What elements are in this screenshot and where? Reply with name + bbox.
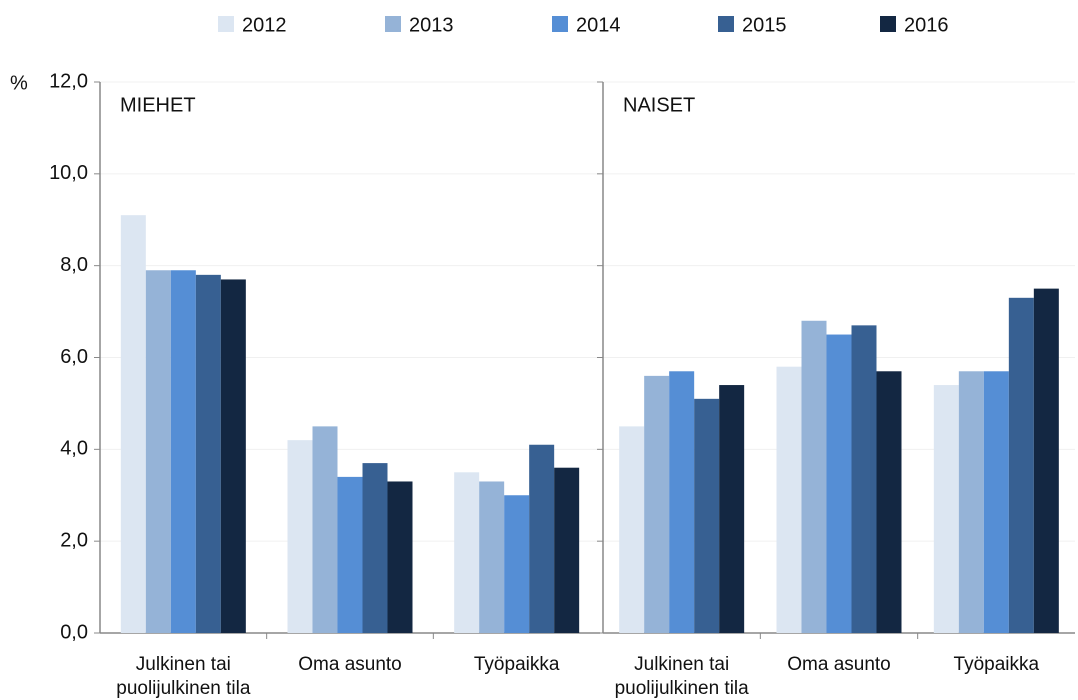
bar	[145, 270, 171, 633]
bar	[1008, 297, 1034, 633]
y-axis-label: %	[10, 72, 28, 94]
bar	[719, 385, 745, 633]
bar	[120, 215, 146, 634]
bar	[876, 371, 902, 633]
bar	[933, 385, 959, 633]
legend-swatch	[385, 16, 401, 32]
legend-label: 2013	[409, 14, 454, 36]
x-tick-label: Työpaikka	[473, 654, 560, 675]
y-tick-label: 12,0	[49, 70, 88, 92]
y-tick-label: 2,0	[60, 529, 88, 551]
x-tick-label: Oma asunto	[298, 654, 402, 675]
x-tick-label: Oma asunto	[787, 654, 891, 675]
bar	[170, 270, 196, 633]
bar	[554, 467, 580, 633]
bar	[694, 398, 720, 633]
y-tick-label: 6,0	[60, 346, 88, 368]
y-tick-label: 4,0	[60, 438, 88, 460]
bar	[983, 371, 1009, 633]
bar	[504, 495, 530, 633]
bar	[644, 375, 670, 633]
legend-label: 2014	[576, 14, 621, 36]
bar	[312, 426, 338, 633]
y-tick-label: 8,0	[60, 254, 88, 276]
bar	[776, 366, 802, 633]
legend-swatch	[718, 16, 734, 32]
bar	[619, 426, 645, 633]
bar	[801, 320, 827, 633]
legend-swatch	[880, 16, 896, 32]
y-tick-label: 0,0	[60, 621, 88, 643]
bar	[958, 371, 984, 633]
bar	[479, 481, 505, 633]
legend-label: 2015	[742, 14, 787, 36]
legend-label: 2012	[242, 14, 287, 36]
bar	[287, 440, 313, 633]
y-tick-label: 10,0	[49, 162, 88, 184]
bar	[669, 371, 695, 633]
bar	[454, 472, 480, 633]
x-tick-label: Julkinen tai puolijulkinen tila	[614, 654, 749, 699]
legend-label: 2016	[904, 14, 949, 36]
panel-title: MIEHET	[120, 94, 196, 116]
legend-swatch	[218, 16, 234, 32]
bar	[362, 463, 388, 633]
x-tick-label: Työpaikka	[953, 654, 1040, 675]
legend-swatch	[552, 16, 568, 32]
bar	[851, 325, 877, 633]
bar	[1033, 288, 1059, 633]
bar	[387, 481, 413, 633]
bar	[337, 476, 363, 633]
x-tick-label: Julkinen tai puolijulkinen tila	[116, 654, 251, 699]
panel-title: NAISET	[623, 94, 695, 116]
bar	[826, 334, 852, 633]
bar	[220, 279, 246, 633]
bar	[195, 274, 221, 633]
bar	[529, 444, 555, 633]
